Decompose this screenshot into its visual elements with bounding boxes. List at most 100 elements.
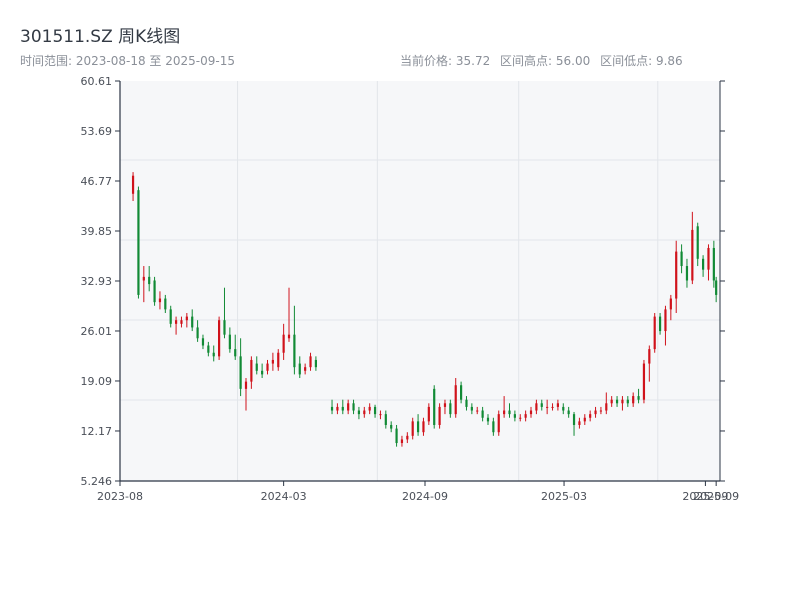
candle-up [411, 421, 414, 436]
candle-up [443, 403, 447, 407]
candle-down [314, 359, 318, 368]
candle-down [460, 385, 463, 400]
candle-up [174, 320, 178, 324]
candle-down [685, 266, 689, 281]
range-low-text: 区间低点: 9.86 [600, 54, 683, 68]
candle-up [422, 421, 425, 433]
candle-up [535, 403, 538, 411]
plot-area [120, 81, 720, 481]
candle-down [449, 403, 452, 415]
candle-down [137, 190, 140, 295]
y-tick-label: 32.93 [81, 275, 113, 288]
candle-down [486, 417, 490, 422]
candle-down [567, 410, 570, 415]
candle-down [352, 403, 355, 411]
candle-down [164, 298, 167, 310]
candle-down [207, 345, 210, 353]
candle-down [298, 363, 301, 375]
candle-up [642, 363, 646, 400]
candle-up [158, 298, 162, 303]
candle-down [212, 352, 215, 357]
stats-summary: 当前价格: 35.72 区间高点: 56.00 区间低点: 9.86 [400, 52, 689, 69]
candle-up [519, 417, 522, 419]
candle-down [540, 403, 543, 407]
candle-up [497, 414, 500, 433]
x-tick-label: 2024-03 [261, 490, 307, 503]
candle-down [481, 410, 484, 418]
x-tick-label: 2025-09 [693, 490, 739, 503]
candle-up [180, 320, 183, 324]
candle-down [201, 338, 205, 346]
candle-up [400, 439, 404, 444]
x-tick-label: 2025-03 [541, 490, 587, 503]
candle-up [336, 406, 339, 411]
candle-down [148, 276, 151, 285]
y-tick-label: 26.01 [81, 325, 113, 338]
candle-down [626, 399, 629, 404]
candle-down [562, 406, 565, 411]
candle-down [433, 388, 436, 425]
current-price-text: 当前价格: 35.72 [400, 54, 491, 68]
candle-down [196, 327, 199, 339]
candle-up [309, 356, 312, 368]
candle-down [680, 251, 683, 267]
candle-up [691, 229, 694, 281]
candle-up [218, 320, 221, 357]
candle-up [610, 399, 613, 404]
candle-down [395, 428, 398, 444]
x-tick-label: 2023-08 [97, 490, 143, 503]
candle-down [153, 280, 156, 303]
candle-up [675, 251, 678, 299]
x-tick-label: 2025-09 [682, 490, 728, 503]
chart-title: 301511.SZ 周K线图 [20, 27, 181, 47]
candle-up [551, 406, 554, 408]
y-tick-label: 60.61 [81, 75, 113, 88]
candle-down [234, 349, 237, 357]
candle-up [529, 410, 533, 415]
candle-up [131, 175, 135, 194]
candle-down [416, 421, 420, 433]
candle-up [438, 406, 441, 425]
candle-down [701, 258, 705, 270]
candle-down [357, 410, 361, 415]
candle-up [427, 406, 430, 422]
candle-up [250, 359, 253, 382]
candle-down [223, 320, 226, 335]
candle-down [384, 414, 387, 425]
candle-down [191, 316, 194, 328]
y-tick-label: 39.85 [81, 225, 113, 238]
candle-up [363, 410, 366, 415]
candle-down [696, 226, 699, 259]
candle-up [583, 417, 586, 422]
y-tick-label: 12.17 [81, 425, 113, 438]
candle-up [648, 349, 651, 364]
candle-down [508, 410, 511, 415]
candle-up [546, 406, 549, 408]
candle-up [304, 367, 307, 371]
candle-down [261, 370, 264, 375]
candle-up [707, 247, 710, 270]
candle-up [621, 399, 624, 404]
candle-up [185, 316, 188, 321]
candle-up [368, 406, 371, 411]
candle-down [465, 399, 468, 407]
candle-down [239, 356, 242, 389]
candle-up [632, 396, 635, 404]
candle-up [594, 410, 597, 415]
date-range-text: 时间范围: 2023-08-18 至 2025-09-15 [20, 54, 235, 68]
candle-down [169, 309, 172, 324]
candle-up [664, 309, 667, 332]
candle-down [228, 334, 231, 350]
candle-up [599, 410, 603, 412]
candle-down [658, 316, 662, 332]
candle-up [454, 385, 457, 415]
candle-down [712, 247, 715, 281]
candle-down [637, 396, 640, 400]
candle-down [470, 406, 473, 411]
y-tick-label: 46.77 [81, 175, 113, 188]
candle-up [406, 435, 409, 440]
candle-up [244, 381, 248, 389]
candle-up [653, 316, 656, 350]
candle-up [476, 410, 479, 412]
candle-up [503, 410, 506, 415]
